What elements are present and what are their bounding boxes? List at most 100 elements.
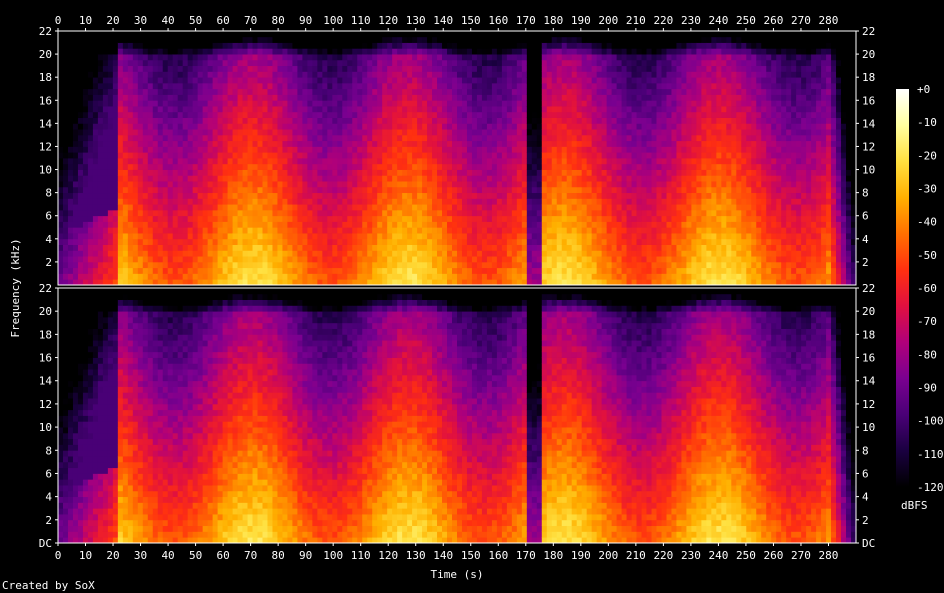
colorbar-tick-label: -60 (917, 282, 937, 295)
x-tick-bottom: 280 (819, 549, 839, 562)
x-tick-bottom: 160 (488, 549, 508, 562)
channel-2-y-tick-left: 16 (39, 352, 52, 365)
channel-1-y-tick-left: 12 (39, 140, 52, 153)
channel-1-y-tick-right: 22 (862, 25, 875, 38)
x-tick-top: 80 (272, 14, 285, 27)
channel-1-y-tick-right: 20 (862, 48, 875, 61)
channel-2-y-tick-right: 22 (862, 282, 875, 295)
x-tick-bottom: 90 (299, 549, 312, 562)
channel-1-y-tick-left: 8 (45, 187, 52, 200)
x-tick-bottom: 10 (79, 549, 92, 562)
x-tick-top: 50 (189, 14, 202, 27)
channel-1-y-tick-right: 8 (862, 187, 869, 200)
x-tick-bottom: 250 (736, 549, 756, 562)
channel-2-y-tick-left: 20 (39, 305, 52, 318)
colorbar-tick-label: -30 (917, 183, 937, 196)
footer-credit: Created by SoX (2, 579, 95, 592)
channel-2-y-tick-right: 12 (862, 398, 875, 411)
x-tick-top: 170 (516, 14, 536, 27)
channel-2-spectrogram (57, 287, 857, 544)
channel-1-y-tick-left: 14 (39, 117, 53, 130)
channel-1-y-tick-right: 18 (862, 71, 875, 84)
channel-2-frame (57, 287, 857, 544)
channel-2-y-tick-right: 2 (862, 514, 869, 527)
x-tick-top: 40 (161, 14, 174, 27)
x-tick-bottom: 260 (764, 549, 784, 562)
channel-1-y-tick-right: 6 (862, 210, 869, 223)
channel-1-y-tick-right: 12 (862, 140, 875, 153)
colorbar-tick-label: -100 (917, 415, 944, 428)
colorbar-tick-label: +0 (917, 83, 930, 96)
x-tick-bottom: 240 (708, 549, 728, 562)
channel-2-y-tick-left: 14 (39, 375, 53, 388)
x-tick-bottom: 220 (653, 549, 673, 562)
x-tick-top: 130 (406, 14, 426, 27)
x-tick-top: 160 (488, 14, 508, 27)
spectrogram-plots (57, 30, 857, 544)
x-tick-bottom: 60 (216, 549, 229, 562)
channel-2-y-tick-left: 2 (45, 514, 52, 527)
x-tick-top: 270 (791, 14, 811, 27)
x-tick-top: 60 (216, 14, 229, 27)
channel-2-y-tick-right: 10 (862, 421, 875, 434)
x-tick-bottom: 110 (351, 549, 371, 562)
x-tick-bottom: 210 (626, 549, 646, 562)
channel-1-y-tick-right: 16 (862, 94, 875, 107)
colorbar-tick-label: -70 (917, 315, 937, 328)
x-tick-top: 260 (764, 14, 784, 27)
colorbar (896, 89, 909, 487)
channel-1-y-tick-left: 6 (45, 210, 52, 223)
channel-2-y-tick-right: 4 (862, 491, 869, 504)
y-axis-label: Frequency (kHz) (9, 238, 22, 337)
x-tick-top: 20 (106, 14, 119, 27)
x-tick-top: 200 (598, 14, 618, 27)
x-tick-bottom: 140 (433, 549, 453, 562)
x-tick-bottom: 50 (189, 549, 202, 562)
x-tick-top: 150 (461, 14, 481, 27)
x-tick-top: 210 (626, 14, 646, 27)
x-tick-top: 110 (351, 14, 371, 27)
x-tick-bottom: 0 (55, 549, 62, 562)
channel-1-y-tick-left: 16 (39, 94, 52, 107)
channel-1-y-tick-right: 2 (862, 256, 869, 269)
colorbar-tick-label: -110 (917, 448, 944, 461)
channel-2-y-tick-left: 6 (45, 467, 52, 480)
x-tick-top: 0 (55, 14, 62, 27)
channel-2-y-tick-left: 8 (45, 444, 52, 457)
colorbar-tick-label: -40 (917, 216, 937, 229)
channel-1-y-tick-left: 18 (39, 71, 52, 84)
channel-2-y-tick-left: 12 (39, 398, 52, 411)
channel-2-y-tick-right: 6 (862, 467, 869, 480)
x-tick-bottom: 70 (244, 549, 257, 562)
x-tick-top: 190 (571, 14, 591, 27)
channel-1-spectrogram (57, 30, 857, 286)
channel-2-y-tick-left: 22 (39, 282, 52, 295)
colorbar-tick-label: -120 (917, 481, 944, 494)
channel-1-y-tick-right: 10 (862, 164, 875, 177)
x-tick-bottom: 30 (134, 549, 147, 562)
x-tick-top: 100 (323, 14, 343, 27)
channel-2-y-tick-right: 18 (862, 328, 875, 341)
x-tick-top: 70 (244, 14, 257, 27)
x-tick-top: 90 (299, 14, 312, 27)
x-tick-bottom: 150 (461, 549, 481, 562)
colorbar-tick-label: -50 (917, 249, 937, 262)
x-tick-bottom: 170 (516, 549, 536, 562)
channel-1-frame (57, 30, 857, 286)
x-tick-bottom: 200 (598, 549, 618, 562)
x-tick-bottom: 130 (406, 549, 426, 562)
x-tick-bottom: 80 (272, 549, 285, 562)
channel-2-y-tick-left: 18 (39, 328, 52, 341)
x-tick-top: 280 (819, 14, 839, 27)
x-tick-top: 230 (681, 14, 701, 27)
channel-2-y-tick-right: DC (862, 537, 875, 550)
colorbar-tick-label: -90 (917, 382, 937, 395)
colorbar-tick-label: -80 (917, 348, 937, 361)
channel-2-y-tick-right: 14 (862, 375, 876, 388)
x-tick-top: 30 (134, 14, 147, 27)
x-tick-top: 10 (79, 14, 92, 27)
x-tick-top: 120 (378, 14, 398, 27)
x-tick-bottom: 40 (161, 549, 174, 562)
